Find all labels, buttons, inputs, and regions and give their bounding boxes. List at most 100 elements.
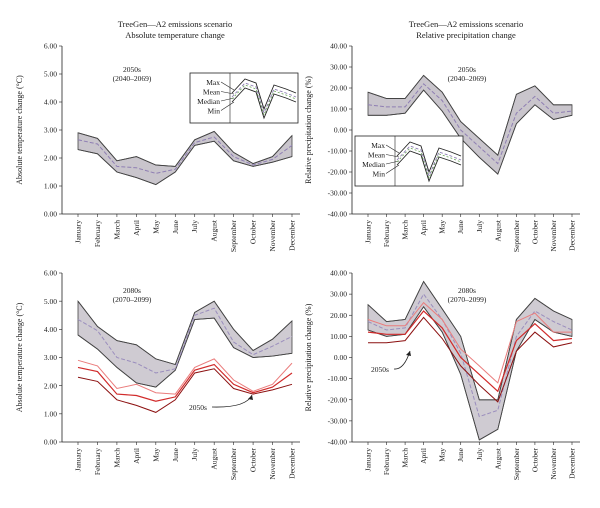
x-tick-label: February	[93, 220, 102, 247]
legend-label: Max	[371, 141, 385, 150]
legend-inset	[189, 72, 299, 124]
legend-pointer	[385, 160, 400, 165]
period-label: 2080s	[123, 286, 141, 295]
period-label: 2080s	[458, 286, 476, 295]
y-tick-label: 5.00	[44, 297, 57, 306]
min-line	[368, 89, 573, 175]
y-tick-label: -20.00	[328, 395, 348, 404]
x-tick-label: June	[456, 447, 465, 461]
x-tick-label: October	[249, 447, 258, 472]
period-range: (2070–2099)	[448, 295, 487, 304]
y-tick-label: 20.00	[330, 84, 347, 93]
x-tick-label: May	[151, 448, 160, 462]
x-tick-label: April	[132, 448, 141, 464]
y-axis-title: Absolute temperature change (°C)	[15, 302, 24, 412]
y-tick-label: 1.00	[44, 409, 57, 418]
legend-pointer	[385, 144, 400, 154]
x-tick-label: November	[549, 447, 558, 479]
annotation-2050s: 2050s	[371, 365, 389, 374]
panel-precipitation-2050s: -40.00 -30.00 -20.00 -10.00 0.00 10.00 20.00 30…	[304, 42, 580, 252]
x-tick-label: January	[74, 220, 83, 244]
y-tick-label: 0.00	[44, 438, 57, 447]
x-tick-label: January	[364, 448, 373, 472]
y-tick-label: 2.00	[44, 381, 57, 390]
x-tick-label: August	[210, 219, 219, 242]
y-tick-label: 40.00	[330, 269, 347, 278]
x-tick-label: March	[112, 448, 121, 468]
legend-sample-line	[231, 87, 297, 120]
legend-pointer	[220, 81, 235, 91]
y-tick-label: 2.00	[44, 154, 57, 163]
y-tick-label: -30.00	[328, 416, 348, 425]
y-axis-title: Absolute temperature change (°C)	[15, 75, 24, 185]
max-line	[367, 74, 572, 157]
top-right-title: TreeGen—A2 emissions scenario	[409, 19, 523, 29]
x-tick-label: November	[268, 447, 277, 479]
reference-2050s-line	[367, 301, 572, 384]
legend-label: Max	[206, 78, 220, 87]
reference-2050s-line	[367, 310, 573, 393]
x-tick-label: December	[288, 220, 297, 251]
legend-pointer	[385, 164, 400, 174]
legend-label: Mean	[368, 151, 385, 160]
x-tick-label: August	[493, 447, 502, 470]
x-tick-label: March	[401, 448, 410, 468]
x-tick-label: July	[475, 220, 484, 233]
y-tick-label: 0.00	[334, 126, 347, 135]
y-tick-label: 4.00	[44, 98, 57, 107]
legend-sample-line	[231, 78, 297, 111]
annotation-arrow	[211, 394, 253, 408]
x-tick-label: December	[568, 448, 577, 479]
legend-pointer	[220, 101, 235, 111]
x-tick-label: February	[93, 448, 102, 475]
x-tick-label: August	[210, 447, 219, 470]
top-right-subtitle: Relative precipitation change	[416, 30, 516, 40]
legend-pointer	[385, 154, 400, 158]
x-tick-label: October	[249, 219, 258, 244]
y-tick-label: 4.00	[44, 325, 57, 334]
y-tick-label: 6.00	[44, 269, 57, 278]
annotation-arrowhead	[406, 351, 411, 356]
y-tick-label: 6.00	[44, 42, 57, 51]
x-tick-label: February	[382, 220, 391, 247]
reference-2050s-line	[368, 316, 573, 403]
x-tick-label: October	[530, 219, 539, 244]
legend-pointer	[220, 91, 235, 95]
y-axis-title: Relative precipitation change (%)	[304, 76, 313, 184]
period-label: 2050s	[123, 65, 141, 74]
x-tick-label: April	[419, 448, 428, 464]
panel-precipitation-2080s: -40.00 -30.00 -20.00 -10.00 0.00 10.00 20.00 30…	[304, 269, 580, 480]
x-tick-label: April	[132, 220, 141, 236]
panel-temperature-2050s: 0.00 1.00 2.00 3.00 4.00 5.00 6.00 January Febru…	[15, 42, 300, 252]
mean-line	[367, 83, 573, 165]
min-line	[77, 140, 293, 186]
annotation-2050s: 2050s	[189, 403, 207, 412]
x-tick-label: May	[438, 448, 447, 462]
x-tick-label: July	[190, 448, 199, 461]
y-tick-label: 0.00	[334, 353, 347, 362]
legend-label: Min	[207, 107, 220, 116]
y-tick-label: 5.00	[44, 70, 57, 79]
x-tick-label: April	[419, 220, 428, 236]
y-tick-label: 0.00	[44, 210, 57, 219]
y-tick-label: -20.00	[328, 168, 348, 177]
y-tick-label: 40.00	[330, 42, 347, 51]
x-tick-label: July	[475, 448, 484, 461]
x-tick-label: October	[530, 447, 539, 472]
x-tick-label: February	[382, 448, 391, 475]
y-tick-label: 30.00	[330, 290, 347, 299]
annotation-arrowhead	[248, 395, 253, 400]
y-tick-label: -30.00	[328, 189, 348, 198]
legend-label: Mean	[203, 88, 220, 97]
reference-2050s-line	[77, 363, 293, 402]
legend-sample-line	[231, 84, 297, 117]
x-tick-label: June	[456, 219, 465, 233]
legend-sample-line	[396, 141, 462, 174]
x-tick-label: June	[171, 219, 180, 233]
y-tick-label: 3.00	[44, 353, 57, 362]
top-left-title: TreeGen—A2 emissions scenario	[118, 19, 232, 29]
y-tick-label: 20.00	[330, 311, 347, 320]
max-line	[77, 300, 293, 366]
legend-sample-line	[396, 150, 462, 183]
